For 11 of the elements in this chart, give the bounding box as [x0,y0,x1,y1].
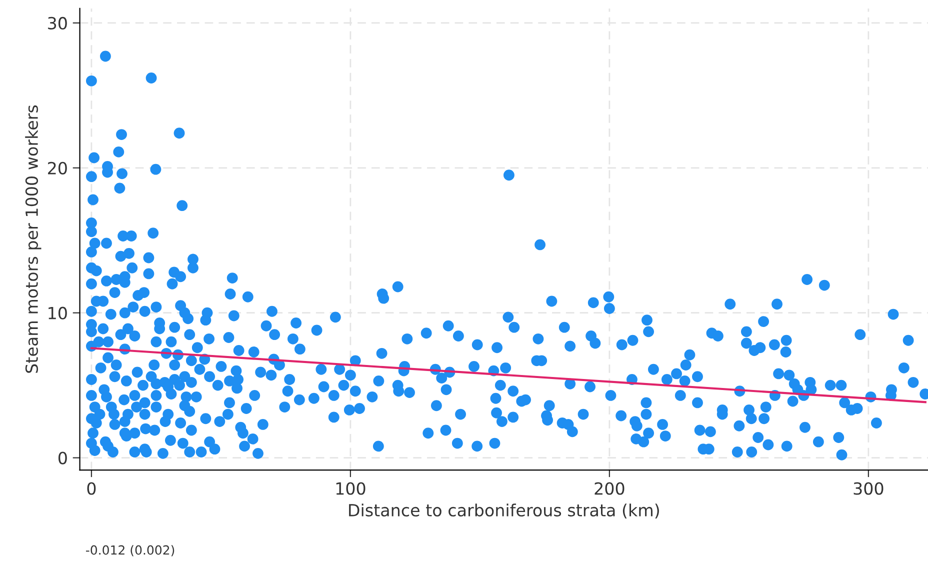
y-axis-title: Steam motors per 1000 workers [25,105,42,373]
y-tick-label: 0 [58,452,67,464]
x-tick-label: 100 [336,482,366,495]
y-tick-label: 10 [48,306,67,320]
x-tick-label: 300 [854,482,884,495]
y-tick-label: 20 [48,162,67,174]
x-tick-label: 200 [594,482,624,495]
x-axis-title: Distance to carboniferous strata (km) [349,504,659,518]
x-tick-label: 0 [87,482,96,495]
text: -0.012 (0.002) [86,545,174,556]
y-tick-label: 30 [48,16,67,30]
